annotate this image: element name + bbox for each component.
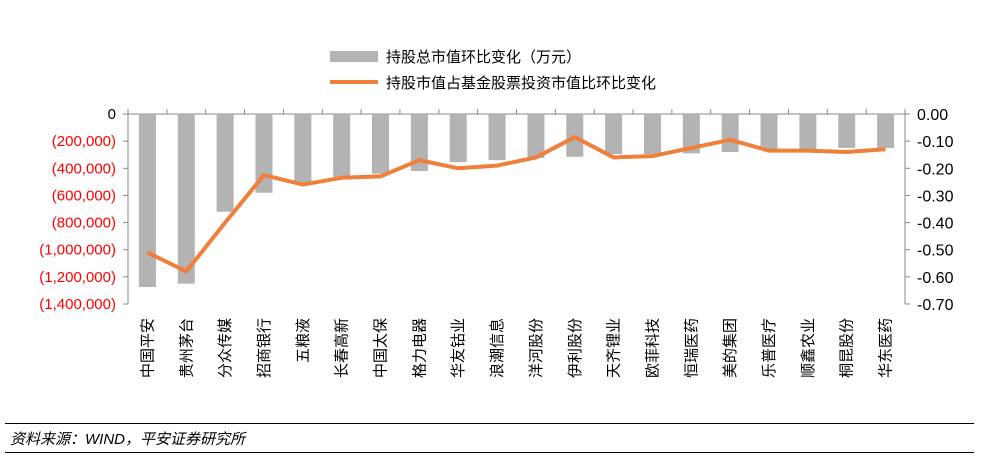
right-tick-label: 0.00 <box>917 107 948 124</box>
right-tick-label: -0.70 <box>917 297 954 314</box>
bar <box>372 114 390 174</box>
bar <box>410 114 428 171</box>
bar <box>721 114 739 152</box>
left-tick-label: 0 <box>108 106 116 123</box>
category-label: 招商银行 <box>256 318 273 378</box>
category-label: 洋河股份 <box>528 318 545 378</box>
bar <box>527 114 545 159</box>
category-label: 中国平安 <box>139 318 156 378</box>
category-label: 美的集团 <box>722 318 739 378</box>
category-label: 格力电器 <box>411 318 428 378</box>
bar <box>216 114 234 212</box>
category-label: 恒瑞医药 <box>683 318 700 378</box>
category-label: 五粮液 <box>295 318 312 363</box>
category-label: 乐普医疗 <box>761 318 778 378</box>
category-label: 顺鑫农业 <box>799 318 817 378</box>
left-tick-label: (400,000) <box>52 160 116 177</box>
left-tick-label: (1,000,000) <box>39 242 116 259</box>
bar <box>177 114 195 284</box>
bar <box>877 114 895 148</box>
bar <box>605 114 623 155</box>
line-series <box>146 135 886 274</box>
right-tick-label: -0.20 <box>917 161 954 178</box>
category-label: 桐昆股份 <box>839 318 856 378</box>
bar <box>643 114 661 155</box>
bar <box>294 114 312 184</box>
bar <box>799 114 817 150</box>
category-label: 天齐锂业 <box>606 318 623 378</box>
legend-bar-label: 持股总市值环比变化（万元） <box>386 49 581 66</box>
source-note: 资料来源：WIND，平安证券研究所 <box>10 431 245 448</box>
bar <box>449 114 467 163</box>
bar <box>682 114 700 154</box>
divider-top <box>5 423 974 424</box>
right-tick-label: -0.40 <box>917 216 954 233</box>
left-tick-label: (1,400,000) <box>39 296 116 313</box>
category-label: 华东医药 <box>878 318 895 378</box>
category-label: 分众传媒 <box>217 318 234 378</box>
bar <box>838 114 856 148</box>
category-label: 贵州茅台 <box>178 318 195 378</box>
legend-line-label: 持股市值占基金股票投资市值比环比变化 <box>386 75 656 92</box>
right-tick-label: -0.30 <box>917 188 954 205</box>
right-tick-label: -0.10 <box>917 134 954 151</box>
category-label: 长春高新 <box>334 318 351 378</box>
right-tick-label: -0.60 <box>917 270 954 287</box>
left-tick-label: (600,000) <box>52 187 116 204</box>
left-tick-label: (1,200,000) <box>39 269 116 286</box>
bar <box>333 114 351 178</box>
legend-bar-swatch <box>330 51 378 62</box>
bar <box>138 114 156 288</box>
category-label: 华友钴业 <box>450 318 467 378</box>
category-label: 伊利股份 <box>567 318 584 378</box>
category-label: 欧菲科技 <box>644 318 661 378</box>
left-tick-label: (800,000) <box>52 215 116 232</box>
right-tick-label: -0.50 <box>917 243 954 260</box>
chart: 0 (200,000) (400,000) (600,000) (800,000) (1,… <box>39 49 954 378</box>
category-label: 中国太保 <box>373 318 390 378</box>
bar <box>760 114 778 150</box>
bar <box>255 114 273 193</box>
bar <box>488 114 506 161</box>
category-label: 浪潮信息 <box>489 318 506 378</box>
left-tick-label: (200,000) <box>52 133 116 150</box>
divider-bottom <box>5 452 974 453</box>
